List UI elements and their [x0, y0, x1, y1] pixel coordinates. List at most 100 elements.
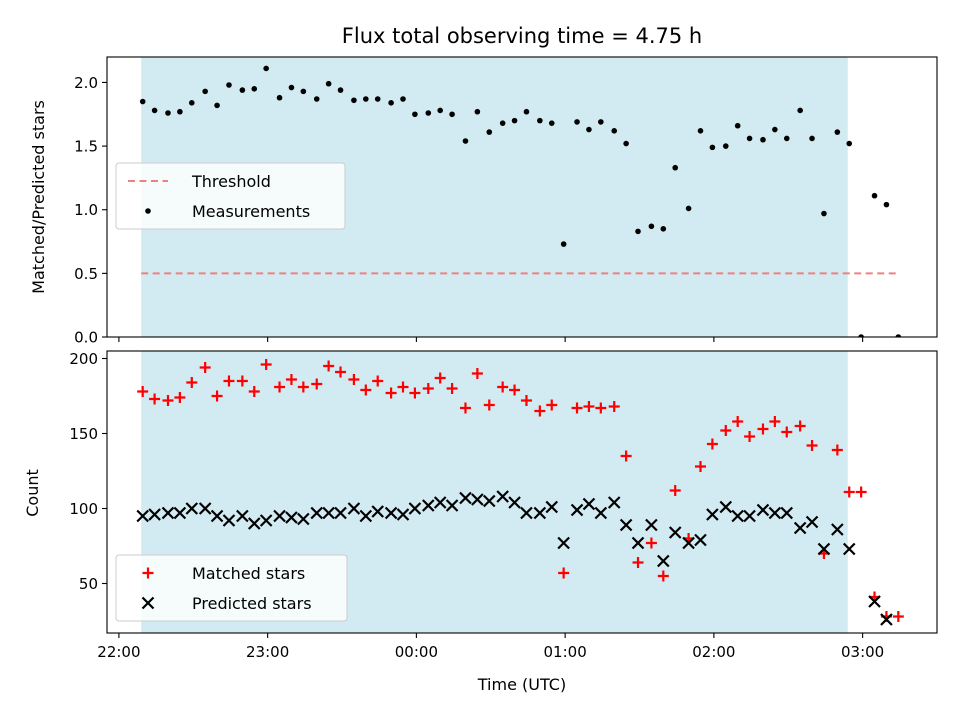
- predicted-star-point: [210, 509, 224, 523]
- matched-star-point: [520, 395, 532, 406]
- predicted-star-point: [408, 502, 422, 515]
- measurement-point: [672, 164, 679, 171]
- predicted-star-point: [322, 506, 335, 520]
- predicted-star-point: [185, 502, 199, 515]
- matched-star-point: [769, 416, 781, 427]
- predicted-star-point: [706, 508, 719, 521]
- matched-star-point: [806, 440, 818, 451]
- measurement-point: [772, 126, 778, 133]
- matched-star-point: [211, 390, 223, 402]
- matched-star-point: [260, 359, 272, 370]
- measurement-point: [474, 108, 481, 115]
- matched-star-point: [855, 486, 867, 498]
- predicted-star-point: [594, 506, 608, 520]
- chart-title: Flux total observing time = 4.75 h: [342, 24, 702, 48]
- predicted-star-point: [445, 499, 459, 512]
- matched-star-point: [397, 381, 409, 393]
- matched-star-point: [199, 362, 211, 373]
- predicted-star-point: [310, 506, 324, 520]
- matched-star-point: [137, 386, 149, 397]
- matched-star-point: [781, 426, 793, 438]
- predicted-star-point: [198, 502, 212, 515]
- matched-star-point: [409, 387, 421, 399]
- predicted-star-point: [645, 518, 658, 532]
- matched-star-point: [335, 366, 347, 378]
- predicted-star-point: [682, 536, 695, 550]
- matched-star-point: [645, 537, 657, 549]
- top-panel-ratio: 0.0 0.5 1.0 1.5 2.0 Threshold Measurements: [74, 56, 938, 347]
- matched-star-point: [546, 399, 558, 411]
- top-y-axis-label: Matched/Predicted stars: [29, 100, 48, 294]
- measurement-point: [797, 107, 803, 114]
- predicted-star-point: [880, 613, 893, 626]
- predicted-star-point: [459, 491, 472, 505]
- bottom-axes-frame: [106, 350, 938, 634]
- predicted-star-point: [868, 595, 881, 608]
- predicted-star-point: [396, 508, 410, 521]
- predicted-star-point: [471, 493, 484, 506]
- measurement-point: [586, 126, 592, 133]
- bottom-y-tick-label: 150: [69, 425, 98, 443]
- matched-star-point: [608, 401, 620, 412]
- matched-star-point: [348, 374, 360, 385]
- predicted-star-point: [570, 503, 584, 517]
- predicted-star-point: [285, 511, 298, 524]
- legend-measurements-swatch: [145, 208, 151, 214]
- measurement-point: [846, 140, 853, 147]
- matched-star-point: [311, 378, 323, 390]
- measurement-point: [871, 192, 878, 199]
- predicted-star-point: [259, 514, 273, 527]
- top-y-tick-label: 1.0: [74, 201, 98, 219]
- matched-star-point: [483, 399, 495, 411]
- measurement-point: [462, 138, 469, 144]
- matched-star-point: [706, 438, 718, 450]
- legend: Matched stars Predicted stars: [115, 554, 348, 622]
- legend-matched-swatch: [142, 567, 154, 579]
- predicted-star-point: [236, 509, 249, 523]
- predicted-star-point: [831, 523, 844, 536]
- measurement-point: [251, 86, 258, 92]
- matched-star-point: [223, 375, 235, 387]
- matched-star-point: [831, 444, 843, 456]
- predicted-star-point: [731, 509, 744, 523]
- predicted-star-point: [371, 505, 384, 518]
- measurement-point: [437, 107, 443, 114]
- measurement-point: [151, 107, 158, 114]
- matched-star-point: [669, 485, 681, 496]
- measurement-point: [858, 334, 864, 337]
- matched-star-point: [620, 450, 632, 462]
- measurement-point: [709, 144, 716, 151]
- matched-star-point: [174, 392, 186, 403]
- matched-star-point: [360, 384, 372, 396]
- matched-star-point: [149, 393, 161, 405]
- predicted-star-point: [247, 517, 261, 530]
- measurement-point: [635, 228, 641, 235]
- matched-star-point: [744, 431, 756, 442]
- predicted-star-point: [657, 554, 670, 568]
- predicted-star-point: [297, 512, 310, 526]
- measurement-point: [548, 120, 555, 126]
- predicted-star-point: [222, 514, 236, 527]
- measurement-point: [809, 135, 815, 142]
- predicted-star-point: [842, 542, 856, 556]
- matched-star-point: [657, 570, 669, 582]
- measurement-point: [139, 98, 146, 105]
- bottom-y-tick-label: 100: [69, 500, 98, 518]
- measurement-point: [165, 110, 171, 116]
- measurement-point: [734, 122, 741, 129]
- measurement-point: [523, 108, 530, 115]
- matched-star-point: [459, 402, 471, 414]
- measurement-point: [239, 87, 246, 93]
- predicted-star-point: [136, 509, 149, 523]
- measurement-point: [511, 117, 518, 124]
- measurement-point: [660, 226, 667, 232]
- measurement-point: [288, 84, 295, 91]
- predicted-star-point: [422, 499, 435, 512]
- measurement-point: [783, 135, 790, 142]
- measurement-point: [425, 110, 432, 116]
- predicted-star-point: [780, 506, 794, 520]
- predicted-star-point: [347, 502, 361, 515]
- top-y-tick-label: 1.5: [74, 138, 98, 156]
- legend-predicted-swatch: [141, 596, 155, 610]
